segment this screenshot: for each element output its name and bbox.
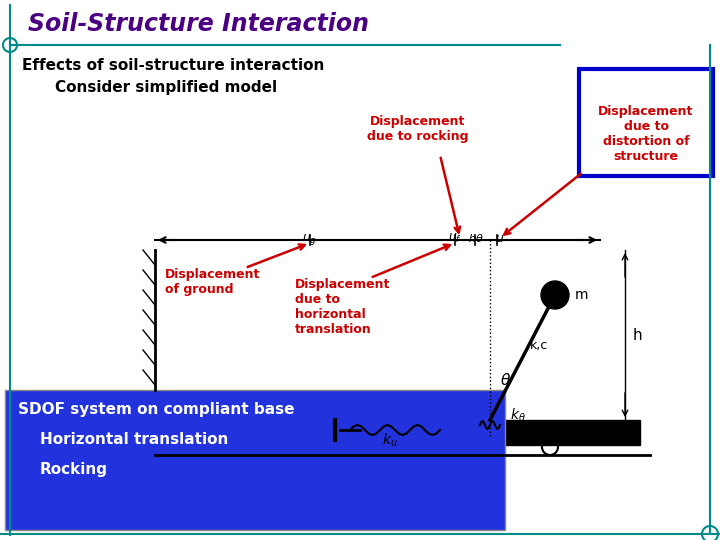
Text: $u_g$: $u_g$ — [302, 232, 318, 247]
Bar — [440, 420, 640, 445]
Text: Consider simplified model: Consider simplified model — [55, 80, 277, 95]
Text: Displacement
of ground: Displacement of ground — [165, 268, 261, 296]
Text: SDOF system on compliant base: SDOF system on compliant base — [18, 402, 294, 417]
Text: $k_u$: $k_u$ — [382, 432, 398, 449]
Text: Displacement
due to
horizontal
translation: Displacement due to horizontal translati… — [295, 278, 390, 336]
Bar — [5, 390, 505, 530]
FancyBboxPatch shape — [579, 69, 713, 176]
Text: Horizontal translation: Horizontal translation — [40, 432, 228, 447]
Text: $h\theta$: $h\theta$ — [468, 232, 484, 244]
Text: k,c: k,c — [530, 339, 548, 352]
Text: $u$: $u$ — [495, 232, 505, 245]
Circle shape — [541, 281, 569, 309]
Text: Rocking: Rocking — [40, 462, 108, 477]
Text: Displacement
due to rocking: Displacement due to rocking — [367, 115, 469, 143]
Text: $u_f$: $u_f$ — [448, 232, 462, 245]
Text: Effects of soil-structure interaction: Effects of soil-structure interaction — [22, 58, 325, 73]
Text: $\theta$: $\theta$ — [500, 372, 511, 388]
Text: Displacement
due to
distortion of
structure: Displacement due to distortion of struct… — [598, 105, 693, 163]
Text: $k_\theta$: $k_\theta$ — [510, 407, 526, 424]
Text: Soil-Structure Interaction: Soil-Structure Interaction — [28, 12, 369, 36]
Text: h: h — [633, 327, 643, 342]
Text: m: m — [575, 288, 588, 302]
